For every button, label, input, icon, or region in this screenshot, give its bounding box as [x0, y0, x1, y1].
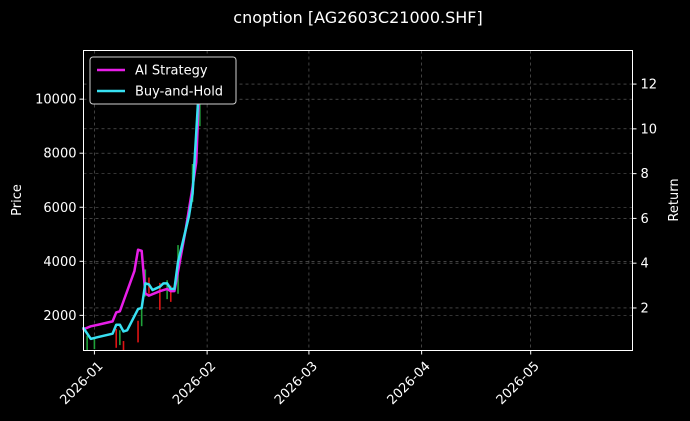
legend-box — [89, 56, 237, 105]
legend: AI Strategy Buy-and-Hold — [89, 56, 237, 105]
right-y-tick-label: 12 — [641, 78, 658, 93]
right-y-axis-ticks: 2 4 6 8 10 12 — [632, 78, 658, 316]
legend-label-ai-strategy: AI Strategy — [135, 64, 208, 79]
right-y-tick-label: 2 — [641, 301, 649, 316]
left-y-tick-label: 2000 — [43, 309, 76, 324]
right-y-tick-label: 4 — [641, 257, 649, 272]
left-y-tick-label: 4000 — [43, 255, 76, 270]
left-y-axis-title: Price — [10, 184, 25, 216]
chart-title: cnoption [AG2603C21000.SHF] — [233, 8, 482, 27]
right-y-tick-label: 6 — [641, 212, 649, 227]
plot-frame — [83, 50, 633, 351]
grid-lines — [83, 50, 633, 351]
left-y-tick-label: 8000 — [43, 147, 76, 162]
legend-label-buy-and-hold: Buy-and-Hold — [135, 85, 223, 100]
series-lines — [82, 69, 202, 341]
right-y-tick-label: 10 — [641, 122, 658, 137]
left-y-axis-ticks: 2000 4000 6000 8000 10000 — [35, 93, 84, 324]
left-y-tick-label: 6000 — [43, 201, 76, 216]
right-y-axis-title: Return — [667, 178, 682, 221]
series-line-buy-and-hold — [82, 69, 202, 341]
right-y-tick-label: 8 — [641, 167, 649, 182]
left-y-tick-label: 10000 — [35, 93, 76, 108]
